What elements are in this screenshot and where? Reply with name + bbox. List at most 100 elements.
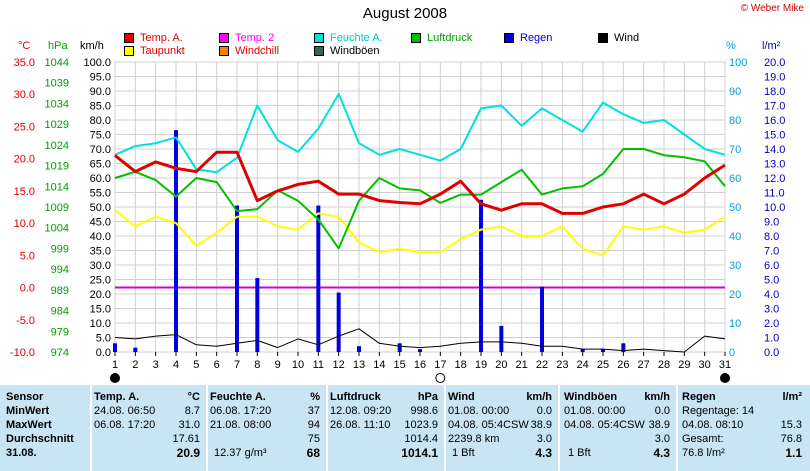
- stats-unit: km/h: [526, 391, 552, 403]
- legend-label: Windböen: [330, 45, 380, 57]
- x-tick-label: 2: [132, 359, 138, 371]
- kmh-tick-label: 40.0: [90, 231, 111, 243]
- axis-unit-temp: °C: [18, 40, 31, 52]
- stats-row-label: MinWert: [6, 405, 50, 417]
- hpa-tick-label: 1019: [45, 161, 69, 173]
- x-tick-label: 20: [495, 359, 507, 371]
- stats-value: 1014.4: [404, 433, 438, 445]
- kmh-tick-label: 50.0: [90, 202, 111, 214]
- stats-temp-avg: 17.61: [94, 432, 204, 446]
- rain-tick-label: 6.0: [764, 260, 779, 272]
- stats-gust-today: 1 Bft 4.3: [564, 446, 674, 460]
- stats-date: 01.08.: [448, 405, 479, 417]
- temperature-line: [114, 150, 726, 215]
- kmh-tick-label: 35.0: [90, 246, 111, 258]
- kmh-tick-label: 65.0: [90, 159, 111, 171]
- rain-bar: [580, 349, 585, 352]
- x-tick-label: 6: [214, 359, 220, 371]
- stats-extra: Regentage: 14: [682, 405, 755, 417]
- legend-regen: Regen: [504, 32, 552, 44]
- stats-value: 38.9: [648, 419, 670, 431]
- stats-sensor-column: Sensor MinWert MaxWert Durchschnitt 31.0…: [6, 385, 90, 471]
- stats-title: Regen: [682, 391, 716, 403]
- stats-value: 3.0: [536, 433, 552, 445]
- kmh-tick-label: 0.0: [96, 347, 111, 359]
- stats-unit: °C: [187, 391, 200, 403]
- stats-extra: 2239.8 km: [448, 433, 500, 445]
- stats-divider: [558, 385, 560, 471]
- stats-rain-avg: Gesamt: 76.8: [682, 432, 806, 446]
- stats-gust-column: Windböen km/h 01.08. 00:00 0.0 04.08. 05:4…: [564, 385, 674, 471]
- stats-date: 04.08.: [682, 419, 713, 431]
- x-tick-label: 25: [597, 359, 609, 371]
- temp-tick-label: -5.0: [16, 315, 35, 327]
- legend-swatch: [314, 33, 324, 43]
- copyright-label: © Weber Mike: [740, 3, 804, 14]
- legend-luftdruck: Luftdruck: [411, 32, 472, 44]
- stats-wind-header: Wind km/h: [448, 390, 556, 404]
- legend-label: Windchill: [235, 45, 280, 57]
- hpa-tick-label: 989: [51, 285, 69, 297]
- stats-date: 04.08.: [564, 419, 595, 431]
- stats-wind-min: 01.08. 00:00 0.0: [448, 404, 556, 418]
- stats-unit: hPa: [417, 391, 438, 403]
- stats-wind-max: 04.08. 05:4CSW 38.9: [448, 418, 556, 432]
- stats-row-label: MaxWert: [6, 419, 52, 431]
- temp-tick-label: -10.0: [10, 347, 35, 359]
- rain-tick-label: 20.0: [764, 57, 785, 69]
- stats-press-header: Luftdruck hPa: [330, 390, 442, 404]
- rain-tick-label: 7.0: [764, 246, 779, 258]
- legend-label: Temp. A.: [140, 32, 183, 44]
- statistics-panel: Sensor MinWert MaxWert Durchschnitt 31.0…: [0, 385, 810, 471]
- stats-time: 00:00: [481, 405, 510, 417]
- stats-date: 01.08.: [564, 405, 595, 417]
- x-tick-label: 18: [455, 359, 467, 371]
- stats-wind-column: Wind km/h 01.08. 00:00 0.0 04.08. 05:4CSW 3…: [448, 385, 556, 471]
- stats-rain-header: Regen l/m²: [682, 390, 806, 404]
- hpa-tick-label: 1009: [45, 202, 69, 214]
- stats-value: 68: [306, 446, 320, 460]
- kmh-tick-label: 90.0: [90, 86, 111, 98]
- stats-time: 08:00: [243, 419, 272, 431]
- rain-tick-label: 4.0: [764, 289, 779, 301]
- pct-tick-label: 40: [729, 231, 741, 243]
- legend-feuchte: Feuchte A.: [314, 32, 383, 44]
- stats-value: 75: [307, 433, 320, 445]
- kmh-tick-label: 100.0: [83, 57, 111, 69]
- kmh-tick-label: 85.0: [90, 101, 111, 113]
- stats-unit: %: [310, 391, 320, 403]
- stats-value: 1023.9: [404, 419, 438, 431]
- x-tick-label: 4: [173, 359, 179, 371]
- stats-divider: [90, 385, 92, 471]
- legend-windboeen: Windböen: [314, 45, 380, 57]
- stats-date: 06.08.: [94, 419, 125, 431]
- rain-bar: [316, 205, 321, 352]
- rain-tick-label: 0.0: [764, 347, 779, 359]
- stats-temp-header: Temp. A. °C: [94, 390, 204, 404]
- kmh-tick-label: 55.0: [90, 188, 111, 200]
- stats-value: 38.9: [530, 419, 552, 431]
- stats-temp-min: 24.08. 06:50 8.7: [94, 404, 204, 418]
- rain-bar: [113, 343, 117, 352]
- stats-rain-min: Regentage: 14: [682, 404, 806, 418]
- x-tick-label: 7: [234, 359, 240, 371]
- rain-tick-label: 18.0: [764, 86, 785, 98]
- kmh-tick-label: 10.0: [90, 318, 111, 330]
- legend-swatch: [124, 33, 134, 43]
- stats-rain-max: 04.08. 08:10 15.3: [682, 418, 806, 432]
- legend-label: Feuchte A.: [330, 32, 383, 44]
- stats-pressure-column: Luftdruck hPa 12.08. 09:20 998.6 26.08. 11…: [330, 385, 442, 471]
- temp-tick-label: 5.0: [20, 250, 35, 262]
- x-tick-label: 19: [475, 359, 487, 371]
- x-tick-label: 1: [112, 359, 118, 371]
- legend-temp-2: Temp. 2: [219, 32, 274, 44]
- x-tick-label: 14: [373, 359, 385, 371]
- stats-value: 0.0: [536, 405, 552, 417]
- stats-divider: [206, 385, 208, 471]
- rain-tick-label: 1.0: [764, 333, 779, 345]
- new-moon-icon: [110, 373, 120, 383]
- legend-taupunkt: Taupunkt: [124, 45, 185, 57]
- stats-title: Temp. A.: [94, 391, 140, 403]
- stats-hum-header: Feuchte A.%: [210, 390, 324, 404]
- legend-swatch: [124, 46, 134, 56]
